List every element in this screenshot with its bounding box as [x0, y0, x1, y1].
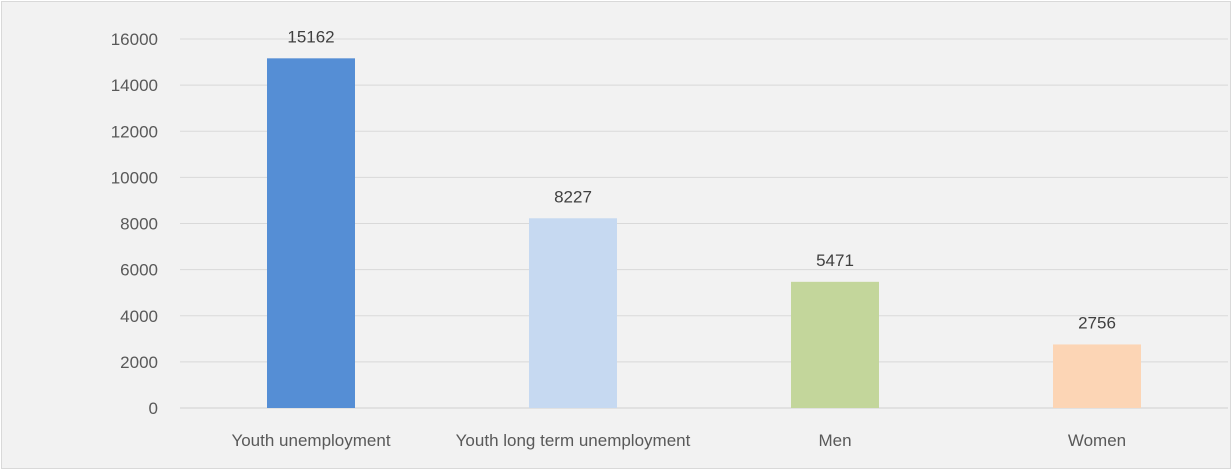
y-tick-label-0: 0	[149, 399, 158, 418]
bar-2	[529, 218, 617, 408]
y-tick-label-8000: 8000	[120, 215, 158, 234]
bar-1	[267, 58, 355, 408]
y-tick-label-14000: 14000	[111, 76, 158, 95]
category-label-4: Women	[1068, 431, 1126, 450]
bar-4	[1053, 344, 1141, 408]
y-tick-label-4000: 4000	[120, 307, 158, 326]
data-label-2: 8227	[554, 187, 592, 206]
category-label-3: Men	[818, 431, 851, 450]
y-tick-label-12000: 12000	[111, 122, 158, 141]
category-label-1: Youth unemployment	[231, 431, 390, 450]
data-label-3: 5471	[816, 251, 854, 270]
y-tick-label-2000: 2000	[120, 353, 158, 372]
category-label-2: Youth long term unemployment	[456, 431, 691, 450]
data-label-4: 2756	[1078, 313, 1116, 332]
y-tick-label-6000: 6000	[120, 261, 158, 280]
y-tick-label-16000: 16000	[111, 30, 158, 49]
data-label-1: 15162	[287, 27, 334, 46]
y-tick-label-10000: 10000	[111, 168, 158, 187]
bar-3	[791, 281, 879, 408]
